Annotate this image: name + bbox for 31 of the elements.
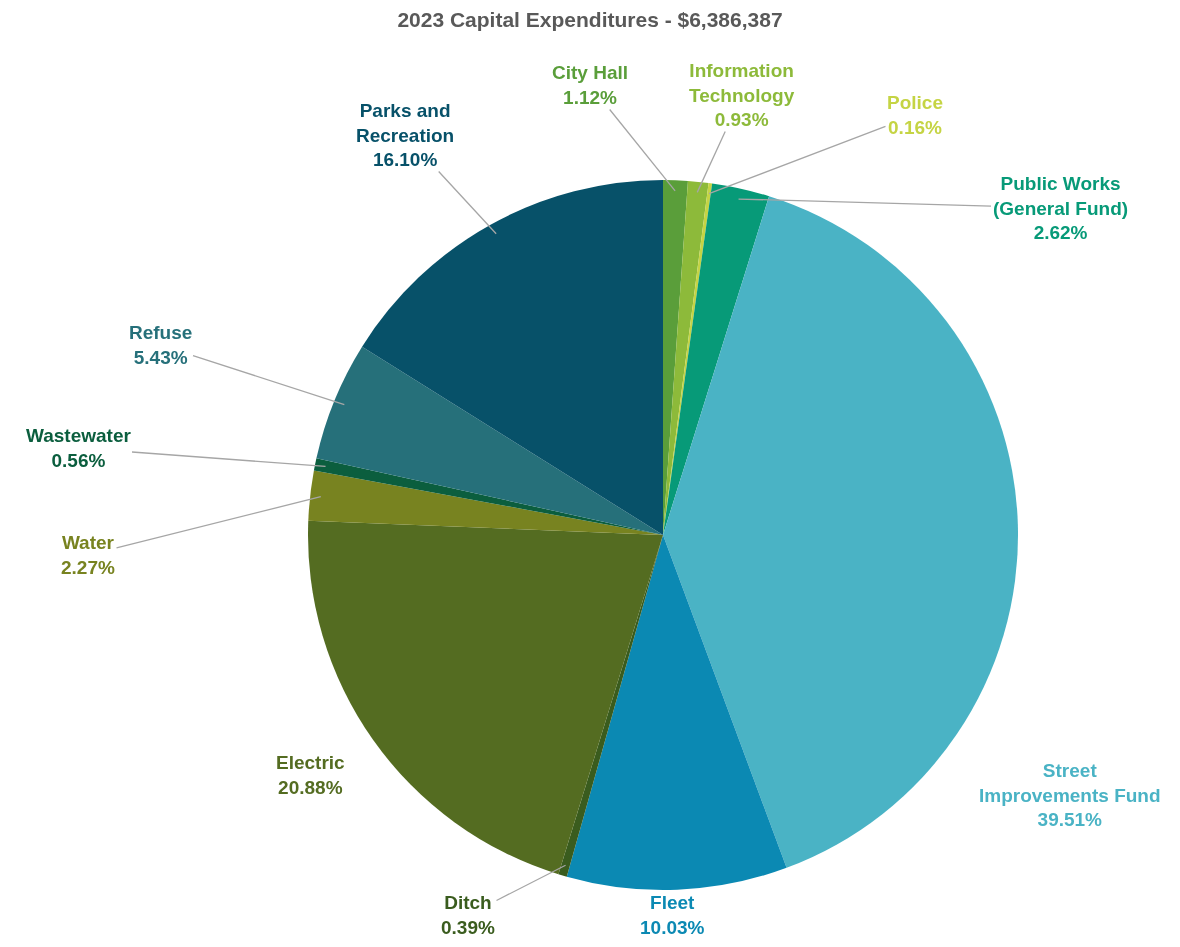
slice-label: Ditch	[444, 892, 492, 913]
data-label: 10.03%	[640, 916, 705, 938]
data-label: 0.56%	[51, 449, 106, 471]
data-label: 5.43%	[133, 346, 188, 368]
slice-label: Refuse	[129, 322, 193, 343]
slice-label: Electric	[276, 752, 346, 773]
slice-label: Parks and Recreation	[356, 100, 455, 146]
data-label: 16.10%	[372, 149, 438, 171]
pie-slice	[316, 346, 663, 535]
pie-slice	[663, 183, 770, 535]
data-label: 2.62%	[1033, 222, 1088, 244]
slice-label: Fleet	[650, 892, 696, 913]
slice-label: Water	[61, 532, 115, 553]
data-label: 0.16%	[888, 116, 943, 138]
data-label: 1.12%	[563, 86, 618, 108]
pie-slice	[308, 470, 663, 535]
data-label: 39.51%	[1037, 809, 1103, 831]
pie-slice	[362, 180, 663, 535]
slice-label: City Hall	[552, 62, 629, 83]
data-label: 0.39%	[441, 916, 495, 938]
pie-slice	[313, 458, 663, 535]
slice-label: Information Technology	[689, 60, 795, 106]
slice-label: Wastewater	[26, 425, 132, 446]
slice-label: Police	[887, 92, 943, 113]
data-label: 20.88%	[278, 776, 343, 798]
slice-label: Public Works (General Fund)	[993, 173, 1129, 219]
data-label: 0.93%	[714, 109, 769, 131]
chart-title: 2023 Capital Expenditures - $6,386,387	[397, 8, 783, 32]
pie-slice	[566, 535, 787, 890]
slice-label: Street Improvements Fund	[979, 760, 1161, 806]
data-label: 2.27%	[61, 556, 115, 578]
